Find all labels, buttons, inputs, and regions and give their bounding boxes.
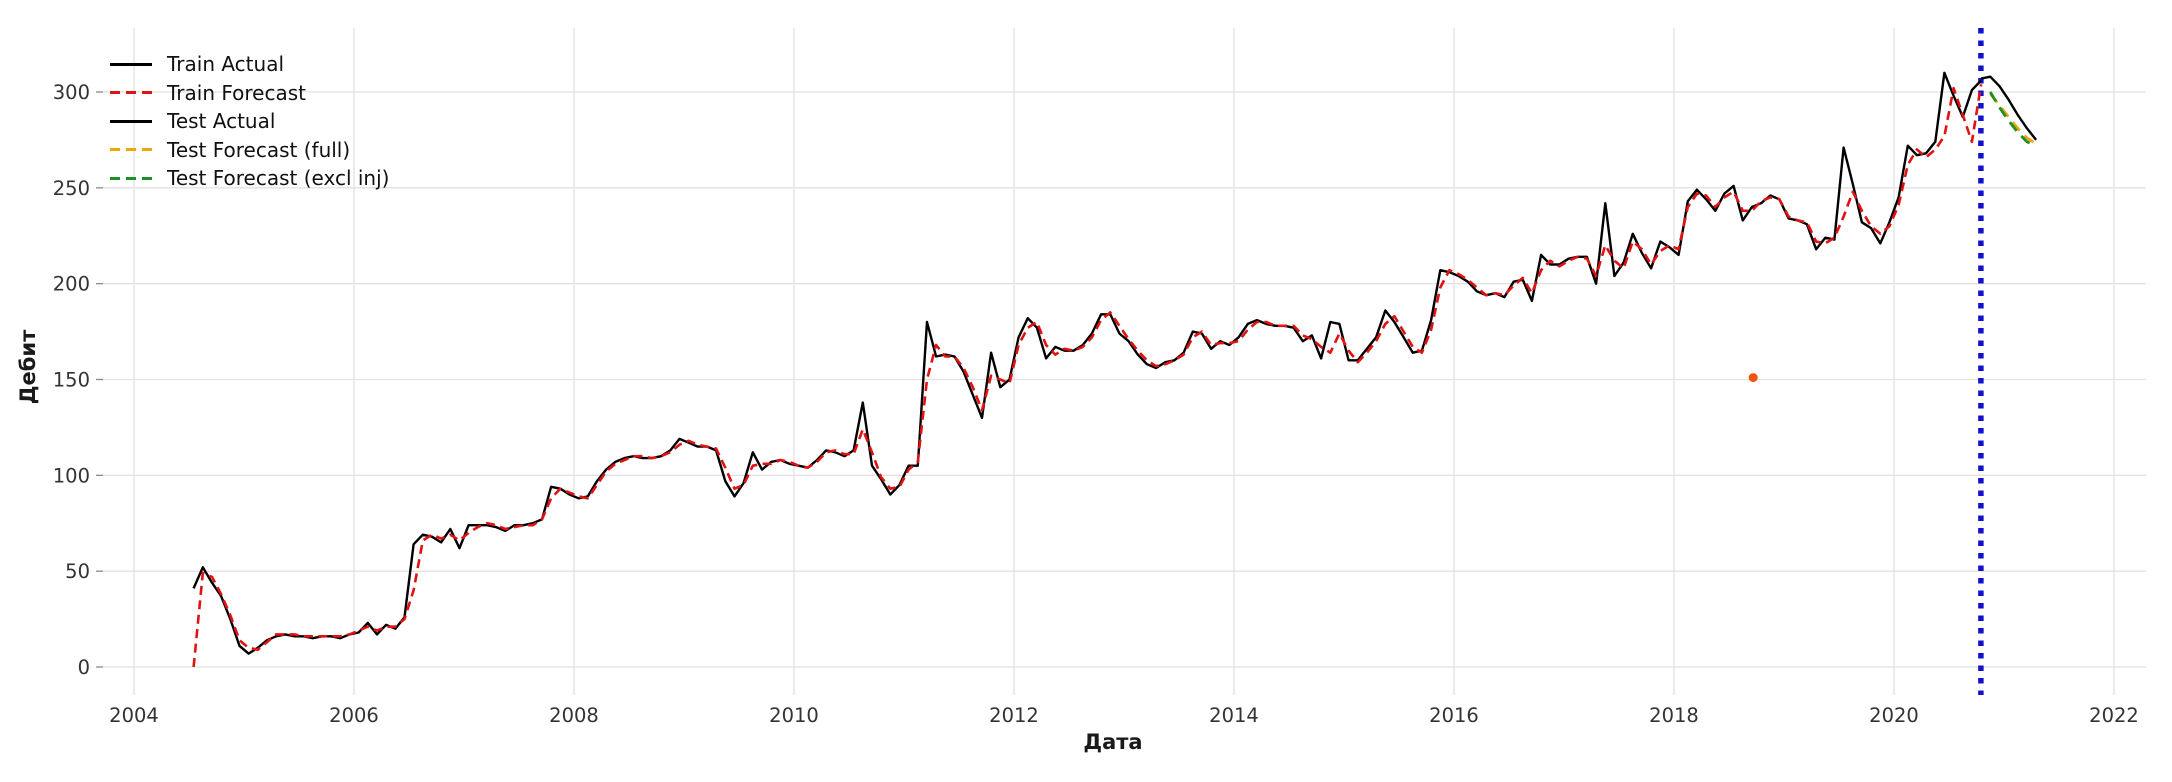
x-axis-label: Дата <box>1083 730 1143 754</box>
y-tick-label: 300 <box>53 81 90 104</box>
y-tick-label: 150 <box>53 368 90 391</box>
x-tick-label: 2010 <box>769 704 819 727</box>
series-train-actual <box>192 71 1982 655</box>
y-tick-label: 50 <box>65 560 90 583</box>
legend-item-train-forecast: Train Forecast <box>110 79 389 108</box>
legend-item-train-actual: Train Actual <box>110 50 389 79</box>
y-tick-label: 200 <box>53 273 90 296</box>
x-tick-label: 2022 <box>2089 704 2139 727</box>
legend-item-test-forecast-full: Test Forecast (full) <box>110 136 389 165</box>
x-tick-label: 2014 <box>1209 704 1259 727</box>
legend-label: Train Actual <box>167 52 285 77</box>
x-tick-label: 2020 <box>1869 704 1919 727</box>
x-tick-label: 2006 <box>329 704 379 727</box>
series-train-forecast <box>192 84 1983 668</box>
y-axis-label: Дебит <box>16 329 40 405</box>
x-tick-label: 2008 <box>549 704 599 727</box>
y-tick-label: 0 <box>78 656 90 679</box>
outlier-point <box>1748 373 1758 383</box>
x-tick-label: 2016 <box>1429 704 1479 727</box>
y-tick-label: 250 <box>53 177 90 200</box>
series-test-actual <box>1980 75 2038 141</box>
legend-swatch-test-forecast-full <box>110 148 152 152</box>
legend-swatch-train-forecast <box>110 91 152 95</box>
legend-item-test-forecast-excl: Test Forecast (excl inj) <box>110 164 389 193</box>
chart-legend: Train Actual Train Forecast Test Actual … <box>110 50 389 193</box>
legend-item-test-actual: Test Actual <box>110 107 389 136</box>
legend-label: Test Forecast (excl inj) <box>167 166 390 191</box>
x-tick-label: 2018 <box>1649 704 1699 727</box>
legend-label: Test Actual <box>167 109 276 134</box>
legend-swatch-train-actual <box>110 62 152 66</box>
legend-label: Test Forecast (full) <box>167 137 351 162</box>
y-tick-label: 100 <box>53 464 90 487</box>
x-tick-label: 2004 <box>109 704 159 727</box>
series-test-forecast-excl-inj- <box>1989 91 2037 147</box>
legend-swatch-test-actual <box>110 119 152 123</box>
series-test-forecast-full- <box>1989 93 2037 145</box>
legend-label: Train Forecast <box>167 80 306 105</box>
x-tick-label: 2012 <box>989 704 1039 727</box>
legend-swatch-test-forecast-excl <box>110 176 152 180</box>
